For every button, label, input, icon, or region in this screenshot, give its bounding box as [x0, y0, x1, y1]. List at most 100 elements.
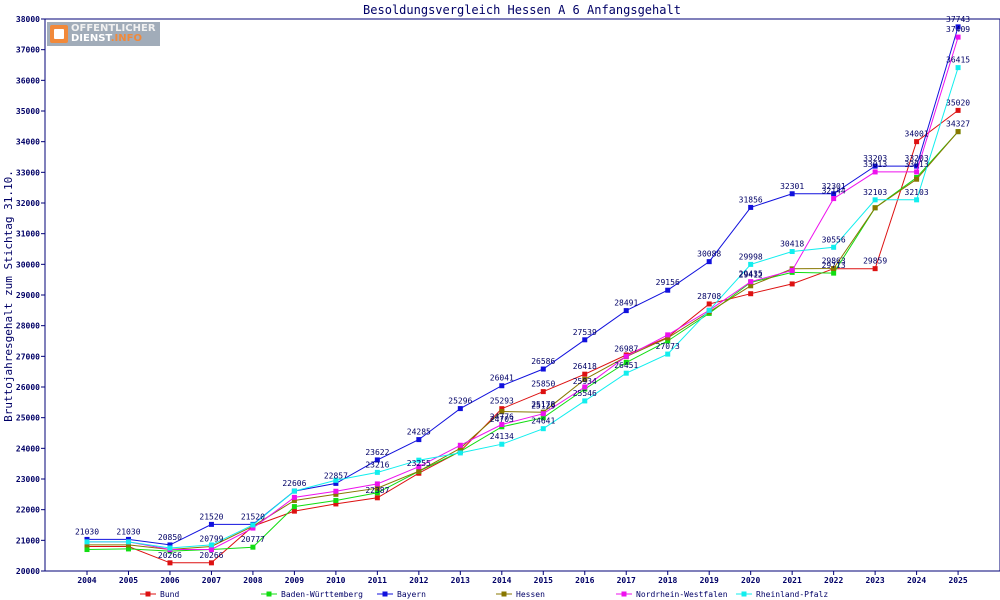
legend: Bund Baden-Württemberg Bayern Hessen Nordrhe… [140, 590, 828, 599]
data-point [291, 494, 297, 500]
x-tick-label: 2024 [907, 576, 926, 585]
data-label: 23216 [365, 460, 389, 469]
data-label: 25546 [573, 389, 597, 398]
data-label: 24134 [490, 432, 514, 441]
data-label: 29713 [822, 261, 846, 270]
data-point [333, 497, 339, 503]
data-label: 36415 [946, 56, 970, 65]
data-point [374, 485, 380, 491]
data-point [706, 259, 712, 265]
data-point [499, 409, 505, 415]
data-point [789, 249, 795, 255]
data-label: 25934 [573, 377, 597, 386]
data-point [208, 542, 214, 548]
chart-title: Besoldungsvergleich Hessen A 6 Anfangsge… [363, 3, 681, 17]
data-point [789, 191, 795, 197]
x-tick-label: 2025 [948, 576, 967, 585]
data-point [872, 266, 878, 272]
data-point [623, 353, 629, 359]
logo-text: OFFENTLICHER DIENST.INFO [71, 23, 156, 44]
data-label: 29156 [656, 278, 680, 287]
legend-swatch-marker [621, 591, 627, 597]
data-point [84, 547, 90, 553]
data-label: 29412 [739, 270, 763, 279]
data-label: 33203 [863, 154, 887, 163]
data-point [914, 163, 920, 169]
data-point [623, 308, 629, 314]
plot-area-frame [44, 18, 1000, 572]
x-tick-label: 2011 [368, 576, 387, 585]
data-label: 26418 [573, 362, 597, 371]
legend-label: Rheinland-Pfalz [756, 590, 828, 599]
data-point [872, 163, 878, 169]
x-tick-label: 2020 [741, 576, 760, 585]
y-tick-label: 27000 [16, 352, 40, 361]
data-point [748, 261, 754, 267]
data-point [540, 411, 546, 417]
data-point [291, 488, 297, 494]
x-tick-label: 2010 [326, 576, 345, 585]
x-tick-label: 2022 [824, 576, 843, 585]
data-point [499, 422, 505, 428]
x-tick-label: 2014 [492, 576, 511, 585]
data-label: 37409 [946, 25, 970, 34]
data-label: 23622 [365, 448, 389, 457]
data-label: 28708 [697, 292, 721, 301]
data-label: 29863 [822, 257, 846, 266]
data-point [955, 65, 961, 71]
data-point [789, 267, 795, 273]
data-label: 33203 [905, 154, 929, 163]
data-label: 24776 [490, 413, 514, 422]
data-label: 27073 [656, 342, 680, 351]
data-point [665, 335, 671, 341]
data-label: 26987 [614, 345, 638, 354]
data-label: 30088 [697, 250, 721, 259]
data-label: 23255 [407, 459, 431, 468]
data-point [748, 279, 754, 285]
data-label: 34001 [905, 130, 929, 139]
data-labels: 20266 20266 22387 25293 25850 26418 28708 29859… [75, 15, 970, 560]
data-label: 24285 [407, 428, 431, 437]
y-tick-label: 32000 [16, 199, 40, 208]
series-line-2 [87, 26, 959, 546]
data-label: 20266 [199, 551, 223, 560]
y-tick-label: 33000 [16, 168, 40, 177]
data-label: 21030 [116, 527, 140, 536]
data-label: 34327 [946, 120, 970, 129]
data-point [955, 107, 961, 113]
data-point [125, 546, 131, 552]
data-point [457, 450, 463, 456]
data-point [582, 398, 588, 404]
y-tick-label: 28000 [16, 322, 40, 331]
data-label: 26041 [490, 374, 514, 383]
data-point [872, 205, 878, 211]
data-point [374, 495, 380, 501]
legend-swatch-marker [501, 591, 507, 597]
y-tick-label: 29000 [16, 291, 40, 300]
data-point [540, 415, 546, 421]
y-tick-label: 38000 [16, 15, 40, 24]
data-label: 32301 [822, 182, 846, 191]
data-point [748, 283, 754, 289]
data-label: 29859 [863, 257, 887, 266]
data-point [291, 504, 297, 510]
data-point [623, 370, 629, 376]
x-tick-label: 2016 [575, 576, 594, 585]
legend-swatch-marker [382, 591, 388, 597]
x-tick-label: 2012 [409, 576, 428, 585]
legend-label: Bayern [397, 590, 426, 599]
y-tick-label: 25000 [16, 414, 40, 423]
data-point [374, 457, 380, 463]
data-label: 21520 [241, 512, 265, 521]
x-tick-label: 2015 [534, 576, 553, 585]
x-tick-label: 2007 [202, 576, 221, 585]
data-point [914, 176, 920, 182]
data-point [457, 445, 463, 451]
data-label: 24641 [531, 417, 555, 426]
x-tick-label: 2008 [243, 576, 262, 585]
data-point [872, 197, 878, 203]
data-point [250, 544, 256, 550]
data-label: 32103 [905, 188, 929, 197]
data-point [706, 301, 712, 307]
